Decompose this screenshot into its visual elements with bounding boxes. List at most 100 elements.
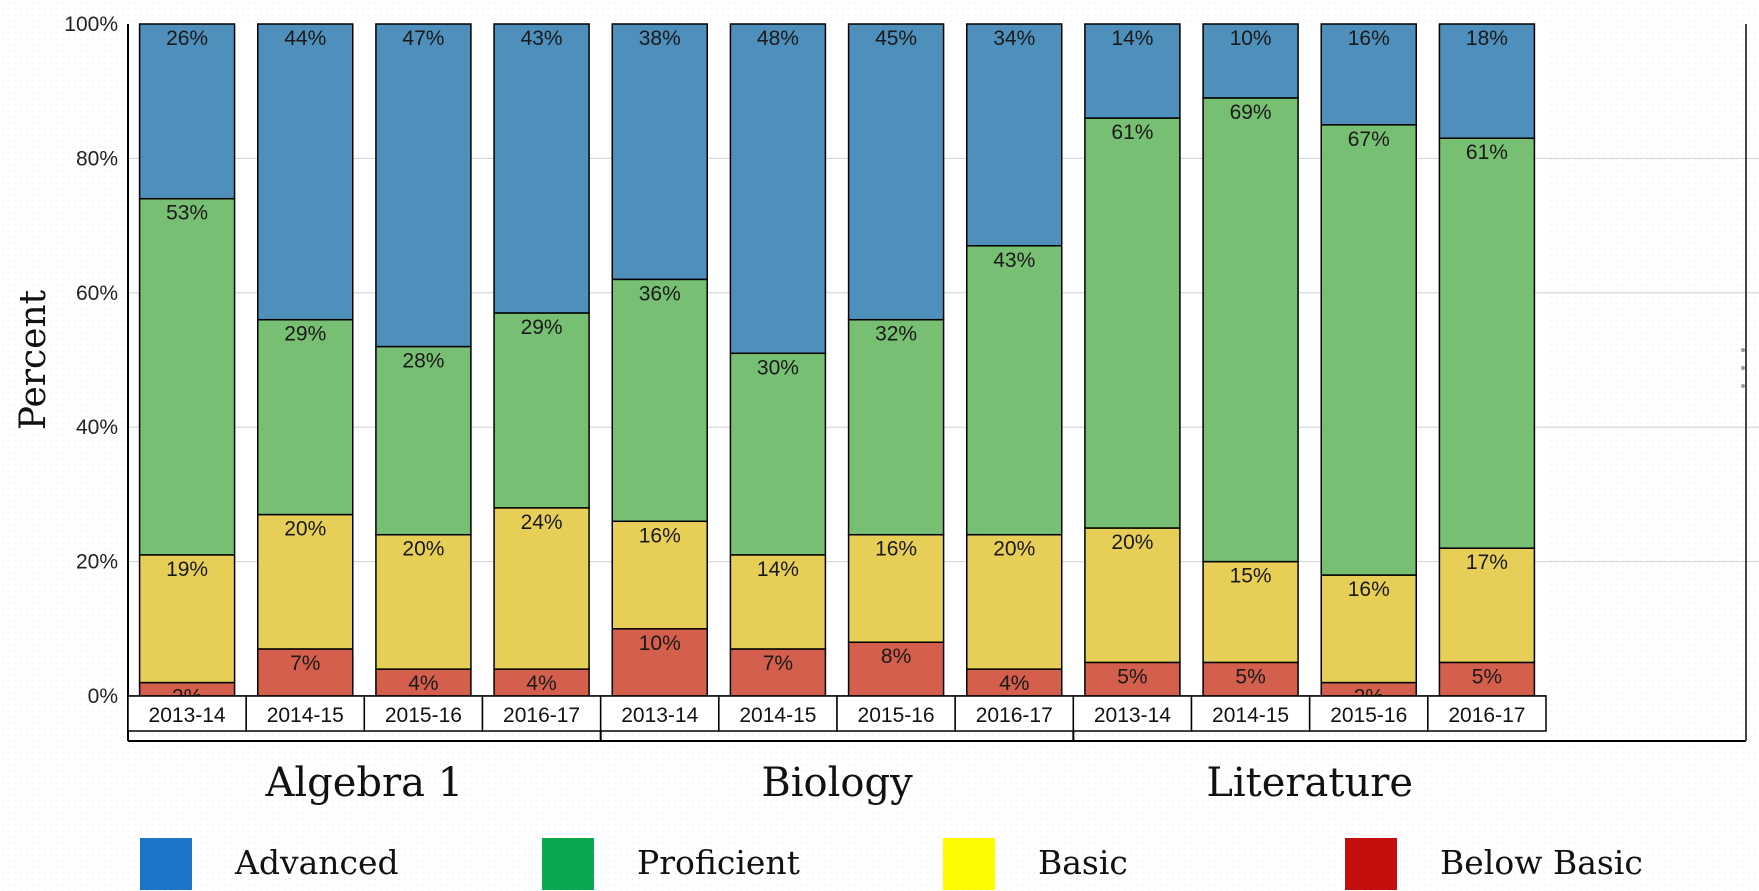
data-label-below-basic: 7% [763,652,793,675]
plot-area [128,24,1546,696]
bar-segment-below-basic [847,641,945,697]
legend-label-below-basic: Below Basic [1440,843,1643,882]
data-label-proficient: 30% [757,356,799,379]
bar-segment-below-basic [375,668,472,697]
data-label-basic: 17% [1466,551,1508,574]
data-label-basic: 20% [284,518,326,541]
bar-segment-basic [257,513,354,650]
y-tick-label: 20% [76,551,118,574]
x-tick-label: 2016-17 [1448,704,1525,727]
x-tick-label: 2014-15 [1212,704,1289,727]
more-options-icon[interactable] [1740,348,1746,388]
bar-segment-below-basic [611,628,708,697]
bar-segment-proficient [1320,124,1417,576]
data-label-proficient: 61% [1466,141,1508,164]
bar-segment-below-basic [1084,661,1181,697]
bar-segment-proficient [729,352,827,556]
data-label-below-basic: 5% [1235,665,1265,688]
y-tick-label: 60% [76,282,118,305]
y-tick-label: 100% [64,13,118,36]
legend-swatch-proficient [542,838,594,890]
data-label-proficient: 32% [875,323,917,346]
data-label-below-basic: 4% [408,672,438,695]
bar-segment-basic [847,533,945,643]
bar-segment-basic [611,520,708,630]
bar-segment-advanced [1320,23,1417,126]
bar-segment-advanced [611,23,708,281]
bar-segment-basic [729,554,827,650]
bar-segment-advanced [1438,23,1536,139]
x-tick-box [127,695,247,732]
data-label-proficient: 69% [1230,101,1272,124]
data-label-proficient: 29% [521,316,563,339]
x-tick-label: 2014-15 [739,704,816,727]
bar-segment-advanced [493,23,590,314]
data-label-basic: 16% [639,524,681,547]
bar-segment-below-basic [966,668,1063,697]
bar-segment-advanced [257,23,354,321]
data-label-advanced: 34% [993,27,1035,50]
data-label-advanced: 48% [757,27,799,50]
x-tick-label: 2016-17 [503,704,580,727]
y-tick-label: 0% [88,685,118,708]
data-label-below-basic: 7% [290,652,320,675]
bar-segment-basic [966,533,1063,670]
bar-segment-basic [1202,560,1299,664]
data-label-below-basic: 4% [999,672,1029,695]
data-label-below-basic: 10% [639,632,681,655]
bar-segment-basic [138,554,236,684]
bar-segment-below-basic [729,648,827,697]
bar-segment-basic [1438,547,1536,664]
bar-segment-advanced [1202,23,1299,99]
x-tick-label: 2015-16 [385,704,462,727]
x-tick-box [1427,695,1547,732]
y-axis-title: Percent [13,289,54,430]
data-label-basic: 20% [402,538,444,561]
bar-segment-advanced [1084,23,1181,119]
data-label-advanced: 43% [521,27,563,50]
data-label-below-basic: 8% [881,645,911,668]
stacked-bar-chart: 0%20%40%60%80%100%2%19%53%26%7%20%29%44%… [13,13,1759,806]
legend-label-proficient: Proficient [637,843,800,882]
data-label-proficient: 53% [166,202,208,225]
bar-segment-basic [493,507,590,670]
x-tick-box [363,695,484,732]
bar-segment-below-basic [257,648,354,697]
bar-segment-proficient [493,312,590,509]
legend-swatch-below-basic [1345,838,1397,890]
x-tick-box [1072,695,1193,732]
data-label-advanced: 10% [1230,27,1272,50]
bar-segment-advanced [847,23,945,321]
data-label-basic: 24% [521,511,563,534]
data-label-advanced: 38% [639,27,681,50]
data-label-below-basic: 4% [526,672,556,695]
data-label-proficient: 36% [639,282,681,305]
data-label-advanced: 26% [166,27,208,50]
data-label-advanced: 16% [1348,27,1390,50]
data-label-basic: 16% [1348,578,1390,601]
x-tick-label: 2015-16 [1330,704,1407,727]
legend-label-advanced: Advanced [235,843,399,882]
legend: Advanced Proficient Basic Below Basic [0,838,1759,890]
y-tick-label: 40% [76,416,118,439]
x-tick-label: 2013-14 [621,704,698,727]
data-label-proficient: 28% [402,350,444,373]
data-label-basic: 20% [993,538,1035,561]
bar-segment-proficient [138,197,236,556]
bar-segment-below-basic [493,668,590,697]
x-tick-box [954,695,1075,732]
data-label-basic: 19% [166,558,208,581]
bar-segment-proficient [1438,137,1536,549]
data-label-advanced: 47% [402,27,444,50]
bar-segment-basic [1084,527,1181,664]
bar-segment-below-basic [1438,661,1536,697]
bar-segment-advanced [966,23,1063,247]
data-label-basic: 20% [1111,531,1153,554]
bar-segment-proficient [966,245,1063,536]
legend-label-basic: Basic [1038,843,1128,882]
x-tick-label: 2013-14 [1094,704,1171,727]
bar-segment-proficient [257,318,354,516]
data-label-advanced: 14% [1111,27,1153,50]
group-label-literature: Literature [1206,760,1413,806]
bar-segment-proficient [375,345,472,536]
